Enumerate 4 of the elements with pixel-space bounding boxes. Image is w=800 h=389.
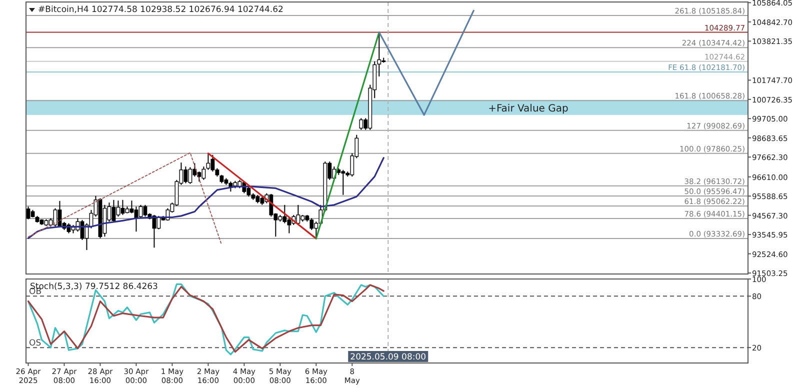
ref-line-label: OS xyxy=(29,338,42,349)
chart-title: #Bitcoin,H4 102774.58 102938.52 102676.94 102744.62 xyxy=(38,5,284,15)
ref-line-label: 2025.05.09 08:00 xyxy=(350,352,426,362)
band-label: +Fair Value Gap xyxy=(488,103,568,114)
